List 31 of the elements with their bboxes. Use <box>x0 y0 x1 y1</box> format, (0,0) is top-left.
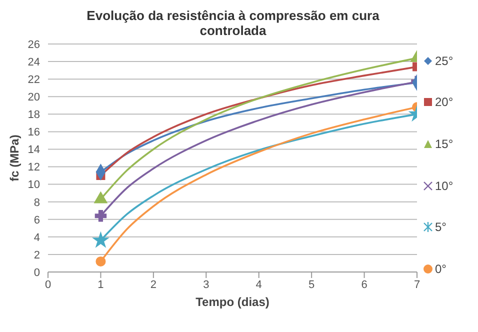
y-tick-label: 0 <box>34 266 40 279</box>
legend-label: 20° <box>435 95 454 110</box>
x-tick-label: 3 <box>203 278 210 291</box>
legend-label: 0° <box>435 262 446 276</box>
y-tick-label: 22 <box>28 74 40 86</box>
y-tick-label: 6 <box>34 214 40 226</box>
y-axis-title: fc (MPa) <box>7 134 22 182</box>
x-tick-label: 2 <box>150 278 156 291</box>
legend-label: 5° <box>435 220 446 234</box>
y-tick-label: 18 <box>28 109 40 122</box>
x-tick-label: 7 <box>414 278 420 291</box>
chart-title: Evolução da resistência à compressão em cura controlada <box>86 8 380 38</box>
legend-label: 25° <box>435 54 454 68</box>
y-tick-label: 2 <box>34 249 40 262</box>
y-tick-label: 10 <box>28 179 40 192</box>
y-tick-label: 8 <box>34 196 40 209</box>
y-tick-label: 14 <box>28 144 40 156</box>
x-tick-label: 4 <box>256 278 262 291</box>
x-tick-label: 6 <box>361 278 368 291</box>
x-tick-label: 0 <box>44 278 52 291</box>
x-tick-label: 5 <box>308 278 315 291</box>
x-axis-title: Tempo (dias) <box>196 295 270 309</box>
y-tick-label: 16 <box>28 126 40 139</box>
y-tick-label: 20 <box>28 92 40 104</box>
legend-label: 15° <box>435 137 454 152</box>
legend-label: 10° <box>435 178 454 193</box>
x-tick-label: 1 <box>98 278 104 291</box>
y-tick-label: 4 <box>34 232 40 244</box>
y-tick-label: 24 <box>28 56 40 68</box>
y-tick-label: 12 <box>28 162 40 174</box>
y-tick-label: 26 <box>28 38 40 51</box>
